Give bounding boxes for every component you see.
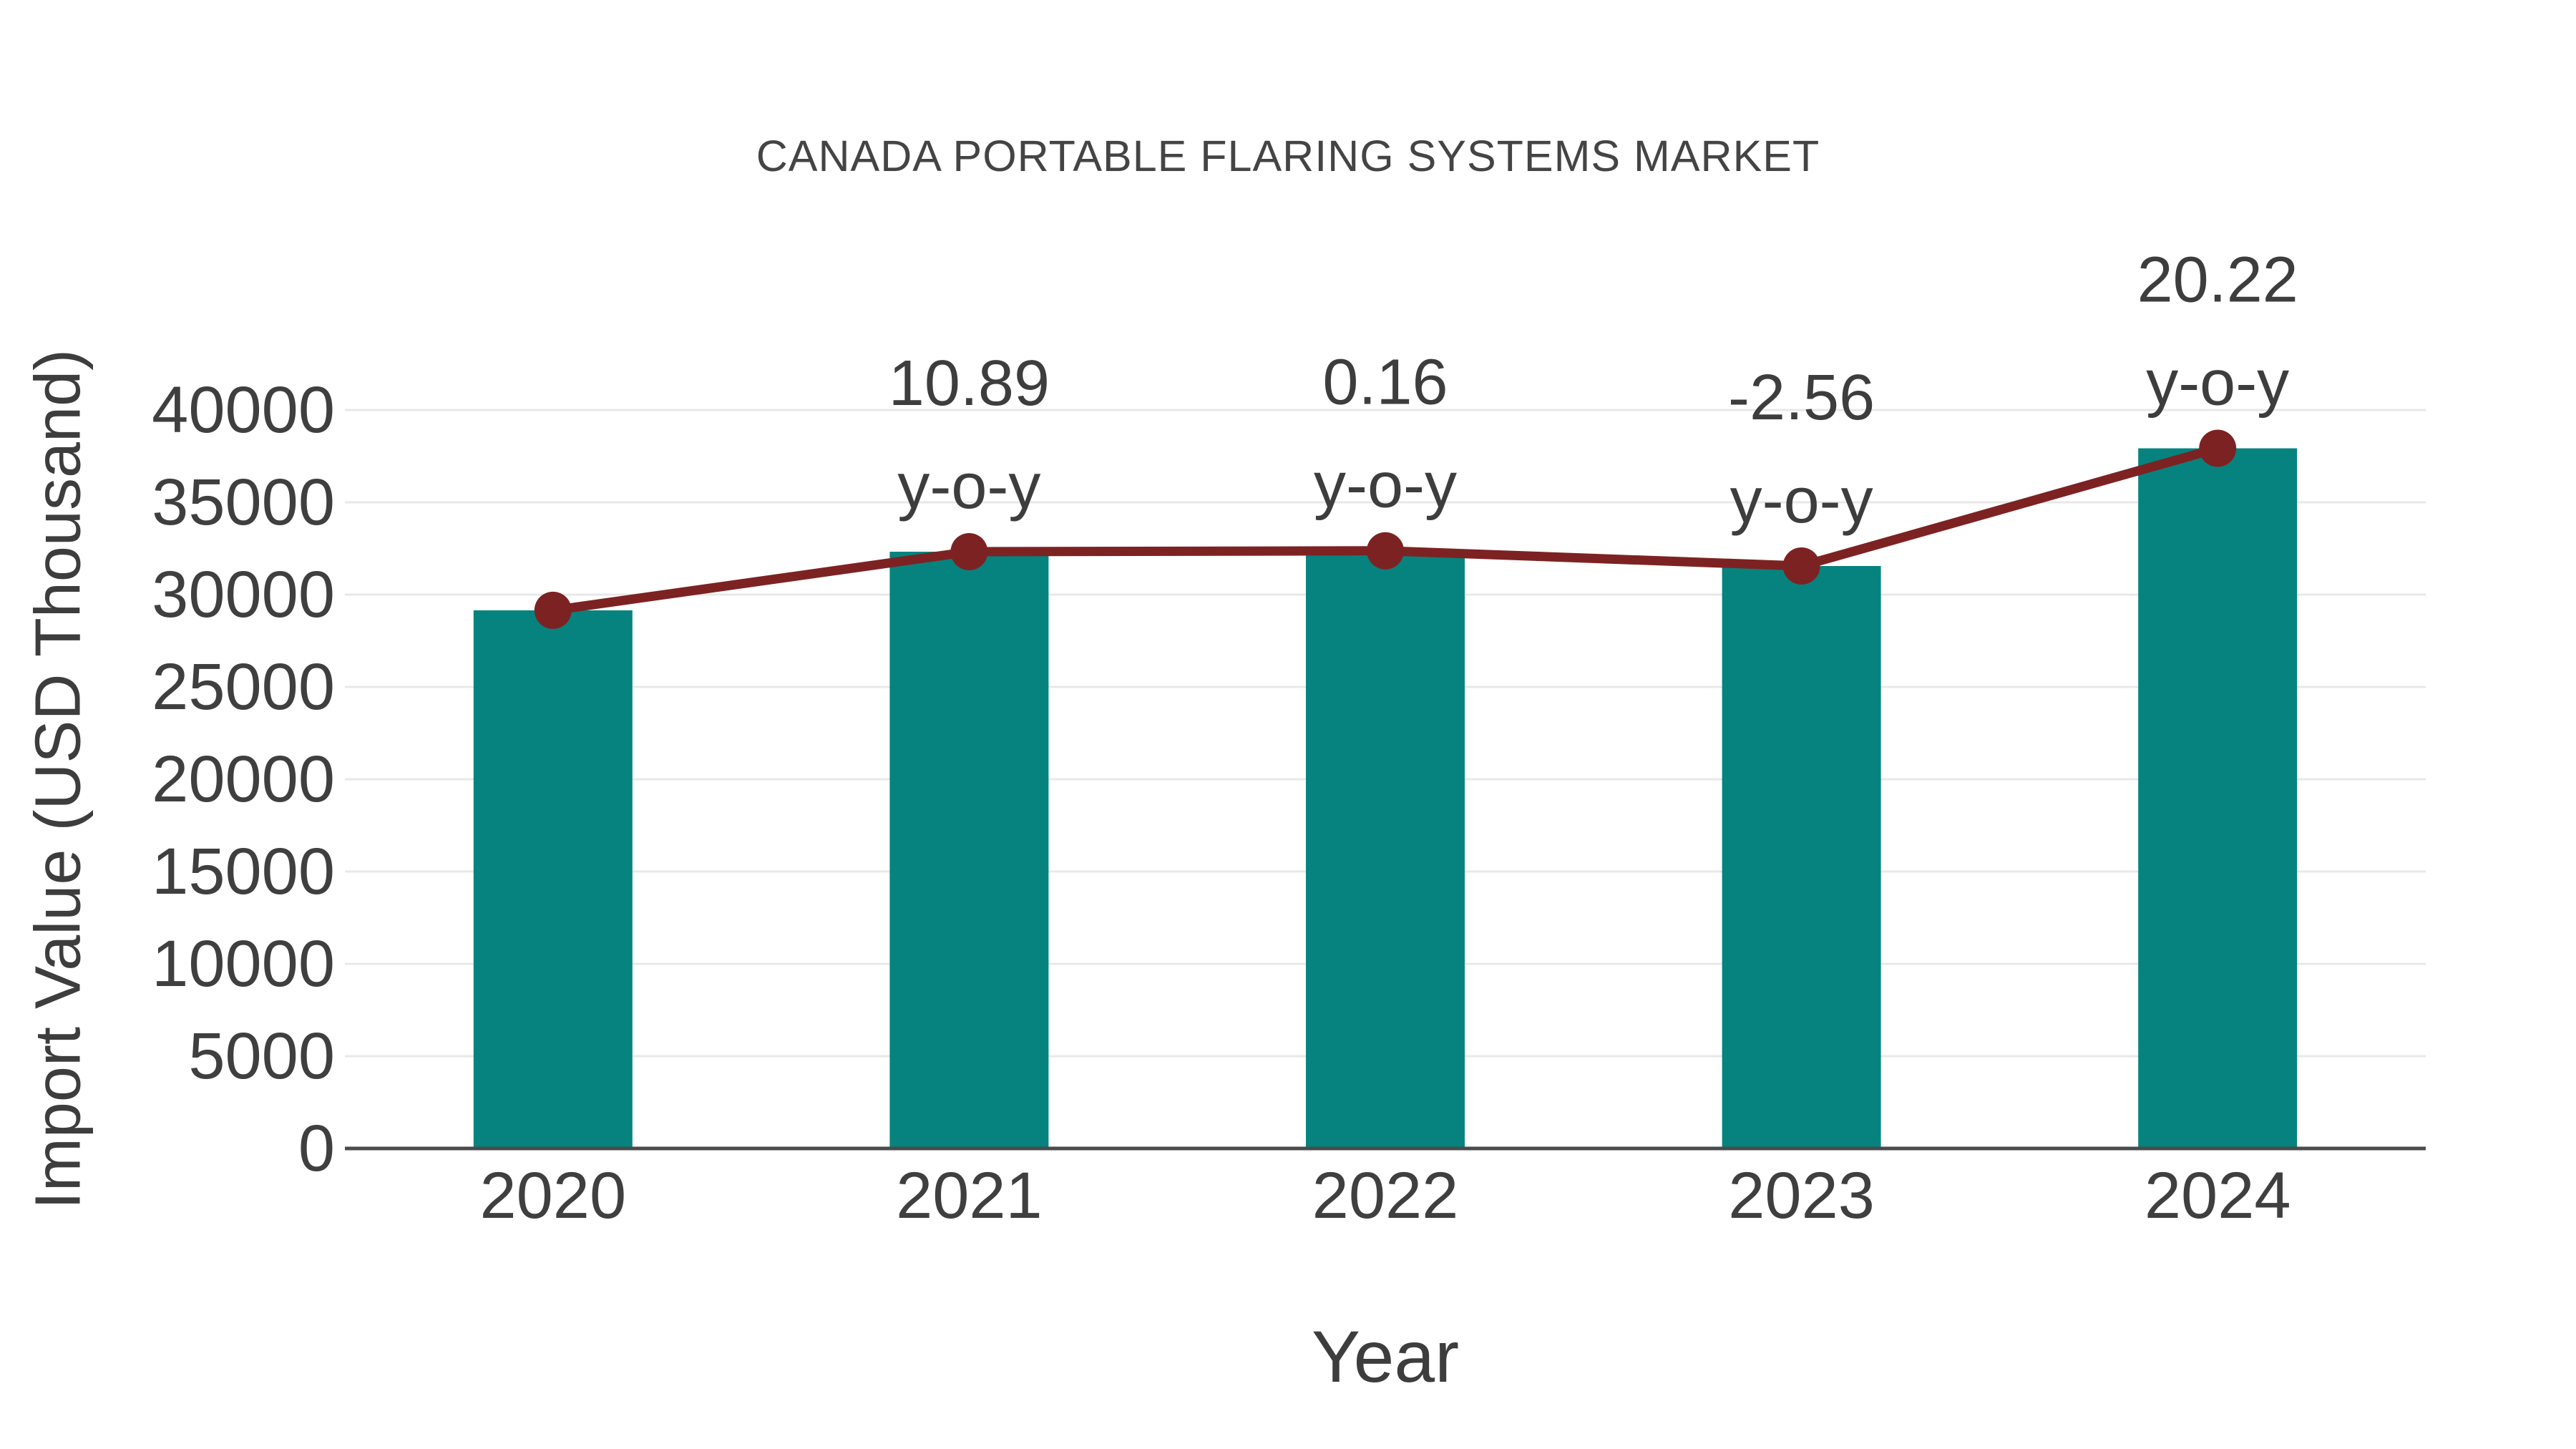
y-tick-label: 40000 (152, 374, 335, 447)
y-tick-label: 30000 (152, 558, 335, 631)
x-tick-label: 2023 (1728, 1159, 1875, 1232)
x-tick-label: 2022 (1312, 1159, 1459, 1232)
annotation-value-2022: 0.16 (1322, 347, 1448, 419)
bar-2023 (1722, 566, 1881, 1148)
bar-2020 (473, 610, 633, 1148)
chart-title: CANADA PORTABLE FLARING SYSTEMS MARKET (756, 132, 1820, 180)
yoy-marker-2020 (534, 591, 572, 629)
y-tick-label: 20000 (152, 743, 335, 816)
yoy-marker-2022 (1367, 532, 1404, 570)
y-tick-label: 5000 (188, 1020, 335, 1093)
x-tick-label: 2020 (479, 1159, 626, 1232)
annotation-value-2021: 10.89 (889, 348, 1050, 419)
bar-2024 (2138, 448, 2298, 1148)
x-tick-label: 2021 (896, 1159, 1043, 1232)
bar-2021 (889, 552, 1049, 1148)
y-tick-label: 35000 (152, 466, 335, 539)
y-tick-label: 0 (298, 1112, 335, 1185)
yoy-marker-2023 (1782, 547, 1820, 585)
bar-2022 (1306, 550, 1465, 1148)
y-tick-label: 15000 (152, 835, 335, 908)
annotation-suffix-2024: y-o-y (2146, 348, 2289, 419)
x-tick-label: 2024 (2145, 1159, 2291, 1232)
x-axis-title: Year (1311, 1316, 1460, 1397)
y-tick-label: 25000 (152, 650, 335, 723)
yoy-marker-2024 (2199, 429, 2237, 467)
annotation-value-2023: -2.56 (1728, 362, 1875, 434)
annotation-value-2024: 20.22 (2137, 245, 2298, 316)
y-tick-label: 10000 (152, 927, 335, 1000)
yoy-marker-2021 (950, 533, 988, 571)
annotation-suffix-2021: y-o-y (897, 451, 1040, 522)
annotation-suffix-2023: y-o-y (1730, 465, 1873, 537)
annotation-suffix-2022: y-o-y (1314, 450, 1457, 522)
